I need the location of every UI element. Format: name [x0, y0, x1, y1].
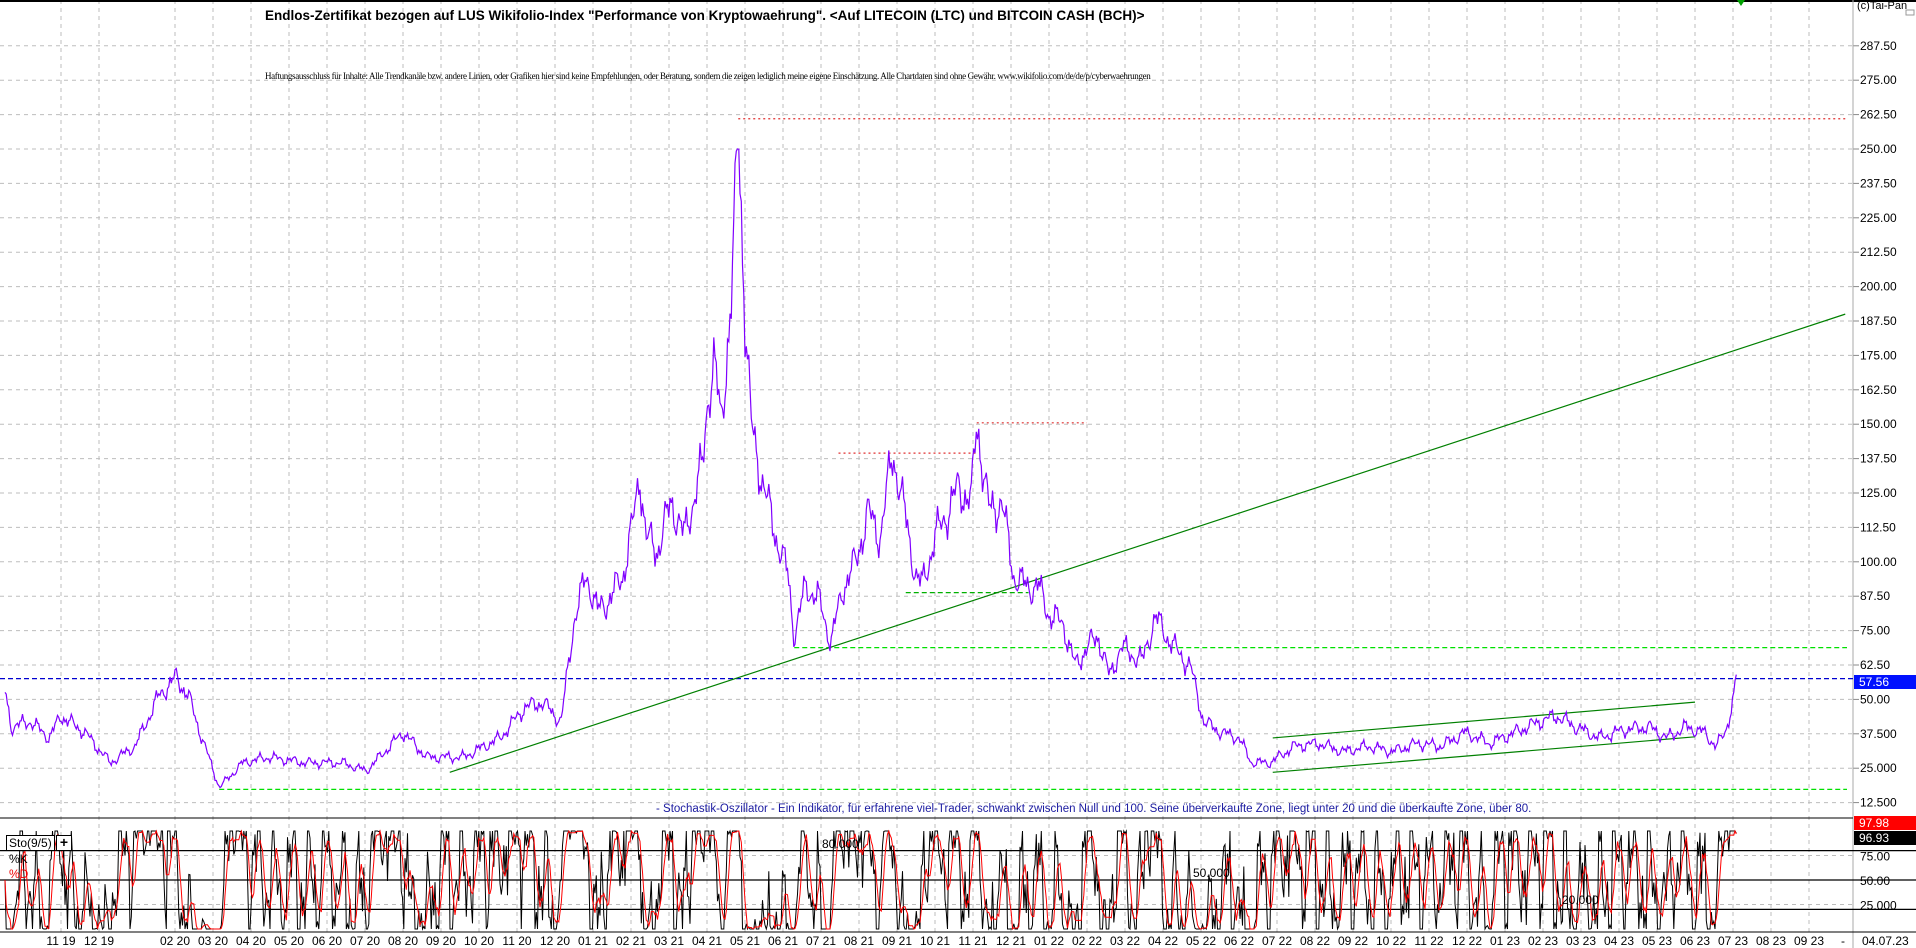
k-legend: %K — [9, 852, 28, 866]
x-tick-label: 07 22 — [1262, 934, 1292, 948]
current-date-label: 04.07.23 — [1862, 934, 1909, 948]
x-tick-label: 11 22 — [1414, 934, 1443, 948]
x-tick-label: 08 20 — [388, 934, 418, 948]
y-tick-label: 287.50 — [1860, 39, 1897, 53]
x-tick-label: 03 21 — [654, 934, 684, 948]
d-legend: %D — [9, 867, 29, 881]
y-tick-label: 275.00 — [1860, 73, 1897, 87]
y-tick-label: 62.50 — [1860, 658, 1890, 672]
x-axis-separator: - — [1841, 934, 1845, 948]
y-tick-label: 212.50 — [1860, 245, 1897, 259]
x-tick-label: 12 20 — [540, 934, 570, 948]
x-tick-label: 06 21 — [768, 934, 798, 948]
x-tick-label: 05 20 — [274, 934, 304, 948]
x-tick-label: 01 21 — [578, 934, 608, 948]
disclaimer-text: Haftungsausschluss für Inhalte: Alle Tre… — [265, 71, 1151, 81]
x-tick-label: 11 20 — [502, 934, 531, 948]
y-tick-label: 225.00 — [1860, 211, 1897, 225]
x-tick-label: 04 22 — [1148, 934, 1178, 948]
y-tick-label: 162.50 — [1860, 383, 1897, 397]
y-tick-label: 12.500 — [1860, 796, 1897, 810]
x-tick-label: 09 23 — [1794, 934, 1824, 948]
x-tick-label: 04 21 — [692, 934, 722, 948]
x-tick-label: 08 21 — [844, 934, 874, 948]
price-line — [4, 148, 1737, 789]
stoch-y-label: 25.000 — [1860, 899, 1897, 913]
x-tick-label: 09 21 — [882, 934, 912, 948]
x-tick-label: 03 23 — [1566, 934, 1596, 948]
x-tick-label: 01 22 — [1034, 934, 1064, 948]
x-tick-label: 03 20 — [198, 934, 228, 948]
x-tick-label: 07 20 — [350, 934, 380, 948]
x-tick-label: 02 23 — [1528, 934, 1558, 948]
y-tick-label: 87.50 — [1860, 589, 1890, 603]
x-tick-label: 04 20 — [236, 934, 266, 948]
x-tick-label: 06 23 — [1680, 934, 1710, 948]
stoch-d-line — [4, 829, 1737, 930]
x-tick-label: 07 23 — [1718, 934, 1748, 948]
x-tick-label: 10 21 — [920, 934, 950, 948]
x-tick-label: 05 22 — [1186, 934, 1216, 948]
x-tick-label: 08 23 — [1756, 934, 1786, 948]
x-tick-label: 11 21 — [958, 934, 987, 948]
marker-triangle-icon — [1737, 0, 1745, 6]
stochastic-description: - Stochastik-Oszillator - Ein Indikator,… — [656, 803, 1532, 815]
y-tick-label: 175.00 — [1860, 348, 1897, 362]
indicator-label-sto[interactable]: Sto(9/5) — [6, 835, 55, 851]
y-tick-label: 125.00 — [1860, 486, 1897, 500]
x-tick-label: 08 22 — [1300, 934, 1330, 948]
y-tick-label: 25.000 — [1860, 761, 1897, 775]
x-tick-label: 02 22 — [1072, 934, 1102, 948]
add-indicator-button[interactable]: + — [56, 835, 72, 851]
x-tick-label: 09 20 — [426, 934, 456, 948]
x-tick-label: 02 20 — [160, 934, 190, 948]
channel-lower-line — [1272, 736, 1696, 773]
level-label-50: 50.000 — [1193, 866, 1230, 880]
d-last-badge: 96.93 — [1854, 831, 1916, 845]
y-tick-label: 75.00 — [1860, 624, 1890, 638]
x-tick-label: 07 21 — [806, 934, 836, 948]
k-last-badge: 97.98 — [1854, 816, 1916, 830]
stoch-y-label: 75.00 — [1860, 850, 1890, 864]
last-price-badge: 57.56 — [1854, 675, 1916, 689]
x-tick-label: 03 22 — [1110, 934, 1140, 948]
y-tick-label: 137.50 — [1860, 452, 1897, 466]
panel-minimize-icon — [1905, 9, 1915, 16]
x-tick-label: 04 23 — [1604, 934, 1634, 948]
copyright-label: (c)Tai-Pan — [1857, 0, 1908, 12]
chart-title: Endlos-Zertifikat bezogen auf LUS Wikifo… — [265, 8, 1145, 23]
y-tick-label: 237.50 — [1860, 176, 1897, 190]
y-tick-label: 100.00 — [1860, 555, 1897, 569]
x-tick-label: 12 19 — [84, 934, 114, 948]
trend-line — [449, 313, 1846, 773]
y-tick-label: 250.00 — [1860, 142, 1897, 156]
y-tick-label: 50.00 — [1860, 692, 1890, 706]
x-tick-label: 06 22 — [1224, 934, 1254, 948]
level-label-20: 20.000 — [1562, 893, 1599, 907]
x-tick-label: 12 21 — [996, 934, 1026, 948]
plus-icon: + — [59, 834, 69, 850]
x-tick-label: 02 21 — [616, 934, 646, 948]
channel-upper-line — [1272, 701, 1696, 739]
x-tick-label: 06 20 — [312, 934, 342, 948]
x-tick-label: 11 19 — [46, 934, 75, 948]
level-label-80: 80.000 — [822, 837, 859, 851]
y-tick-label: 112.50 — [1860, 520, 1896, 534]
x-tick-label: 05 21 — [730, 934, 760, 948]
stoch-k-line — [4, 829, 1737, 931]
x-tick-label: 12 22 — [1452, 934, 1482, 948]
y-tick-label: 37.500 — [1860, 727, 1897, 741]
x-tick-label: 10 20 — [464, 934, 494, 948]
stoch-y-label: 50.00 — [1860, 874, 1890, 888]
x-tick-label: 01 23 — [1490, 934, 1520, 948]
y-tick-label: 262.50 — [1860, 108, 1897, 122]
y-tick-label: 187.50 — [1860, 314, 1897, 328]
x-tick-label: 09 22 — [1338, 934, 1368, 948]
y-tick-label: 200.00 — [1860, 280, 1897, 294]
x-tick-label: 05 23 — [1642, 934, 1672, 948]
x-tick-label: 10 22 — [1376, 934, 1406, 948]
y-tick-label: 150.00 — [1860, 417, 1897, 431]
